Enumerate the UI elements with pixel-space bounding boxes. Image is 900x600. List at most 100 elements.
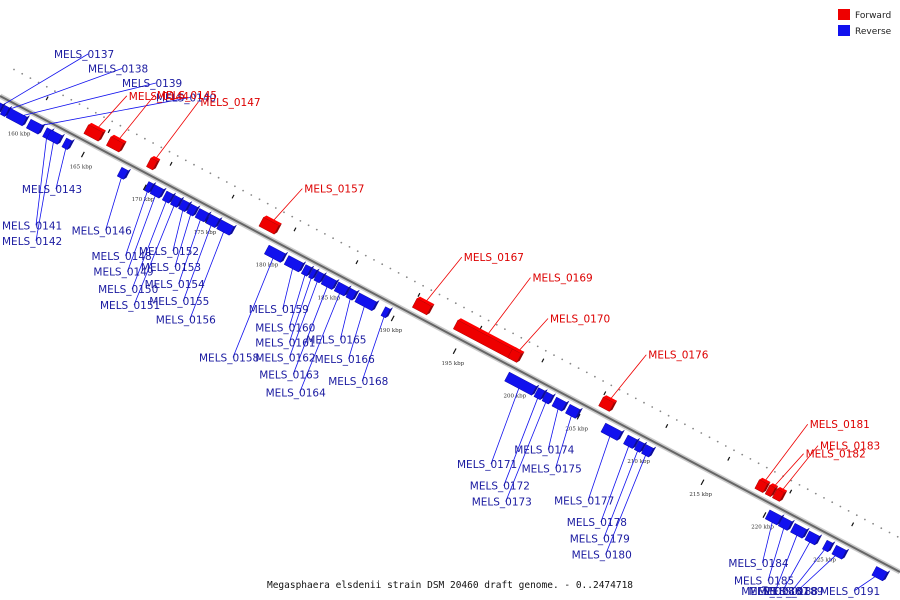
gene-label-mels-0160[interactable]: MELS_0160 xyxy=(255,322,315,334)
gene-label-mels-0168[interactable]: MELS_0168 xyxy=(328,376,388,388)
gene-mels-0161[interactable] xyxy=(308,268,320,280)
gene-mels-0164[interactable] xyxy=(333,281,352,297)
gene-label-mels-0149[interactable]: MELS_0149 xyxy=(93,267,153,279)
gene-label-mels-0162[interactable]: MELS_0162 xyxy=(255,352,315,364)
gene-label-mels-0152[interactable]: MELS_0152 xyxy=(139,246,199,258)
gene-mels-0166[interactable] xyxy=(354,292,380,312)
gene-label-mels-0176[interactable]: MELS_0176 xyxy=(648,350,708,362)
gene-label-mels-0179[interactable]: MELS_0179 xyxy=(570,534,630,546)
gene-mels-0145[interactable] xyxy=(105,134,127,153)
gene-label-mels-0165[interactable]: MELS_0165 xyxy=(306,335,366,347)
gene-mels-0137[interactable] xyxy=(0,102,6,113)
gene-label-mels-0186[interactable]: MELS_0186 xyxy=(741,586,801,598)
gene-mels-0163[interactable] xyxy=(320,274,340,290)
gene-mels-0147[interactable] xyxy=(146,156,161,171)
gene-label-mels-0146[interactable]: MELS_0146 xyxy=(72,225,132,237)
gene-mels-0188[interactable] xyxy=(821,539,836,553)
gene-mels-0143[interactable] xyxy=(61,137,75,151)
gene-mels-0156[interactable] xyxy=(216,219,237,236)
gene-mels-0177[interactable] xyxy=(600,422,625,441)
gene-mels-0189[interactable] xyxy=(831,544,850,560)
gene-mels-0149[interactable] xyxy=(149,184,167,199)
gene-label-mels-0161[interactable]: MELS_0161 xyxy=(255,337,315,349)
gene-label-mels-0144[interactable]: MELS_0144 xyxy=(129,91,189,103)
gene-label-mels-0171[interactable]: MELS_0171 xyxy=(457,459,517,471)
gene-label-mels-0170[interactable]: MELS_0170 xyxy=(550,314,610,326)
gene-mels-0153[interactable] xyxy=(186,203,201,217)
gene-label-mels-0181[interactable]: MELS_0181 xyxy=(810,419,870,431)
gene-label-mels-0178[interactable]: MELS_0178 xyxy=(567,517,627,529)
gene-mels-0187[interactable] xyxy=(804,530,823,546)
gene-mels-0182[interactable] xyxy=(764,483,779,498)
gene-mels-0150[interactable] xyxy=(161,190,177,204)
gene-label-mels-0173[interactable]: MELS_0173 xyxy=(472,497,532,509)
gene-mels-0146[interactable] xyxy=(116,166,132,180)
gene-mels-0181[interactable] xyxy=(754,477,771,494)
gene-label-mels-0143[interactable]: MELS_0143 xyxy=(22,184,82,196)
gene-label-mels-0187[interactable]: MELS_0187 xyxy=(749,586,809,598)
gene-label-mels-0185[interactable]: MELS_0185 xyxy=(734,576,794,588)
gene-mels-0178[interactable] xyxy=(623,434,641,449)
gene-mels-0139[interactable] xyxy=(5,108,30,127)
gene-label-mels-0163[interactable]: MELS_0163 xyxy=(259,369,319,381)
gene-label-mels-0141[interactable]: MELS_0141 xyxy=(2,220,62,232)
gene-label-mels-0155[interactable]: MELS_0155 xyxy=(149,296,209,308)
gene-label-mels-0164[interactable]: MELS_0164 xyxy=(266,388,326,400)
gene-label-mels-0145[interactable]: MELS_0145 xyxy=(157,90,217,102)
gene-mels-0180[interactable] xyxy=(641,444,657,458)
gene-label-mels-0177[interactable]: MELS_0177 xyxy=(554,495,614,507)
gene-label-mels-0169[interactable]: MELS_0169 xyxy=(533,273,593,285)
gene-mels-0179[interactable] xyxy=(633,440,648,453)
gene-mels-0172[interactable] xyxy=(533,387,548,401)
gene-mels-0168[interactable] xyxy=(380,306,393,319)
gene-label-mels-0159[interactable]: MELS_0159 xyxy=(249,304,309,316)
gene-label-mels-0183[interactable]: MELS_0183 xyxy=(820,441,880,453)
gene-label-mels-0151[interactable]: MELS_0151 xyxy=(100,300,160,312)
gene-mels-0165[interactable] xyxy=(345,287,360,301)
gene-label-mels-0157[interactable]: MELS_0157 xyxy=(304,184,364,196)
gene-label-mels-0158[interactable]: MELS_0158 xyxy=(199,352,259,364)
gene-mels-0175[interactable] xyxy=(565,403,583,419)
gene-label-mels-0150[interactable]: MELS_0150 xyxy=(98,284,158,296)
gene-mels-0155[interactable] xyxy=(205,213,223,229)
gene-mels-0171[interactable] xyxy=(504,371,540,396)
gene-label-mels-0137[interactable]: MELS_0137 xyxy=(54,49,114,61)
gene-label-mels-0138[interactable]: MELS_0138 xyxy=(88,64,148,76)
gene-mels-0186[interactable] xyxy=(790,522,810,539)
gene-mels-0185[interactable] xyxy=(777,516,795,531)
gene-mels-0173[interactable] xyxy=(541,391,556,405)
gene-mels-0158[interactable] xyxy=(263,244,289,263)
gene-mels-0154[interactable] xyxy=(194,208,212,223)
gene-mels-0160[interactable] xyxy=(300,264,315,277)
gene-mels-0151[interactable] xyxy=(169,194,185,208)
gene-label-mels-0182[interactable]: MELS_0182 xyxy=(806,449,866,461)
gene-label-mels-0175[interactable]: MELS_0175 xyxy=(522,463,582,475)
gene-label-mels-0140[interactable]: MELS_0140 xyxy=(156,93,216,105)
gene-label-mels-0167[interactable]: MELS_0167 xyxy=(464,252,524,264)
gene-label-mels-0156[interactable]: MELS_0156 xyxy=(156,315,216,327)
gene-label-mels-0142[interactable]: MELS_0142 xyxy=(2,236,62,248)
gene-label-mels-0166[interactable]: MELS_0166 xyxy=(315,354,375,366)
gene-mels-0191[interactable] xyxy=(871,566,891,582)
gene-mels-0157[interactable] xyxy=(258,215,282,235)
gene-label-mels-0148[interactable]: MELS_0148 xyxy=(92,251,152,263)
gene-mels-0167[interactable] xyxy=(411,296,435,316)
gene-mels-0152[interactable] xyxy=(178,199,193,213)
gene-label-mels-0172[interactable]: MELS_0172 xyxy=(470,481,530,493)
gene-mels-0162[interactable] xyxy=(313,270,327,284)
gene-label-mels-0180[interactable]: MELS_0180 xyxy=(572,550,632,562)
gene-label-mels-0139[interactable]: MELS_0139 xyxy=(122,78,182,90)
gene-mels-0144[interactable] xyxy=(83,122,106,142)
gene-mels-0174[interactable] xyxy=(551,396,570,412)
gene-label-mels-0189[interactable]: MELS_0189 xyxy=(763,586,823,598)
gene-mels-0183[interactable] xyxy=(771,487,788,502)
gene-mels-0159[interactable] xyxy=(283,255,307,273)
gene-label-mels-0184[interactable]: MELS_0184 xyxy=(728,558,788,570)
gene-label-mels-0153[interactable]: MELS_0153 xyxy=(141,262,201,274)
gene-label-mels-0188[interactable]: MELS_0188 xyxy=(758,586,818,598)
gene-label-mels-0174[interactable]: MELS_0174 xyxy=(514,445,574,457)
gene-mels-0176[interactable] xyxy=(598,395,618,412)
gene-label-mels-0147[interactable]: MELS_0147 xyxy=(200,97,260,109)
gene-mels-0170[interactable] xyxy=(507,347,525,363)
gene-label-mels-0154[interactable]: MELS_0154 xyxy=(145,279,205,291)
